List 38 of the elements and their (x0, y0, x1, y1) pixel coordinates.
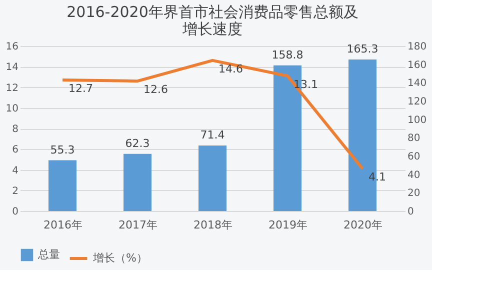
y2-tick-label: 80 (408, 133, 420, 144)
y2-tick-label: 60 (408, 152, 420, 162)
y2-tick-label: 120 (408, 96, 427, 108)
bar (48, 160, 76, 211)
y-tick-label: 8 (12, 124, 18, 135)
y-tick-label: 6 (12, 144, 18, 156)
y2-tick-label: 180 (408, 42, 427, 52)
x-tick-label: 2020年 (344, 218, 382, 232)
legend-label: 总量 (37, 248, 60, 261)
y-tick-label: 4 (12, 165, 18, 176)
data-label: 55.3 (50, 143, 75, 156)
bar (198, 146, 226, 211)
data-label: 12.6 (144, 83, 168, 96)
y2-tick-label: 100 (408, 114, 427, 126)
data-label: 62.3 (125, 136, 150, 150)
y2-tick-label: 0 (408, 206, 414, 218)
data-label: 71.4 (200, 128, 225, 142)
x-tick-label: 2018年 (194, 218, 232, 232)
y-tick-label: 12 (6, 82, 18, 94)
y-tick-label: 2 (12, 186, 18, 197)
x-tick-label: 2017年 (118, 218, 158, 232)
y2-tick-label: 160 (408, 60, 427, 71)
data-label: 158.8 (272, 48, 304, 62)
data-label: 165.3 (346, 42, 378, 56)
x-tick-label: 2016年 (44, 218, 82, 232)
y2-tick-label: 40 (408, 170, 420, 181)
y2-tick-label: 20 (408, 188, 420, 200)
y-tick-label: 16 (6, 42, 18, 52)
y-tick-label: 0 (12, 206, 18, 218)
y2-tick-label: 140 (408, 78, 427, 90)
chart-title: 2016-2020年界首市社会消费品零售总额及增长速度 (66, 3, 358, 38)
x-tick-label: 2019年 (268, 218, 308, 232)
y-tick-label: 10 (6, 103, 18, 114)
bar (124, 154, 152, 211)
data-label: 14.6 (218, 62, 243, 76)
y-tick-label: 14 (6, 62, 18, 74)
legend-label: 增长（%） (92, 252, 148, 264)
data-label: 12.7 (68, 82, 93, 96)
